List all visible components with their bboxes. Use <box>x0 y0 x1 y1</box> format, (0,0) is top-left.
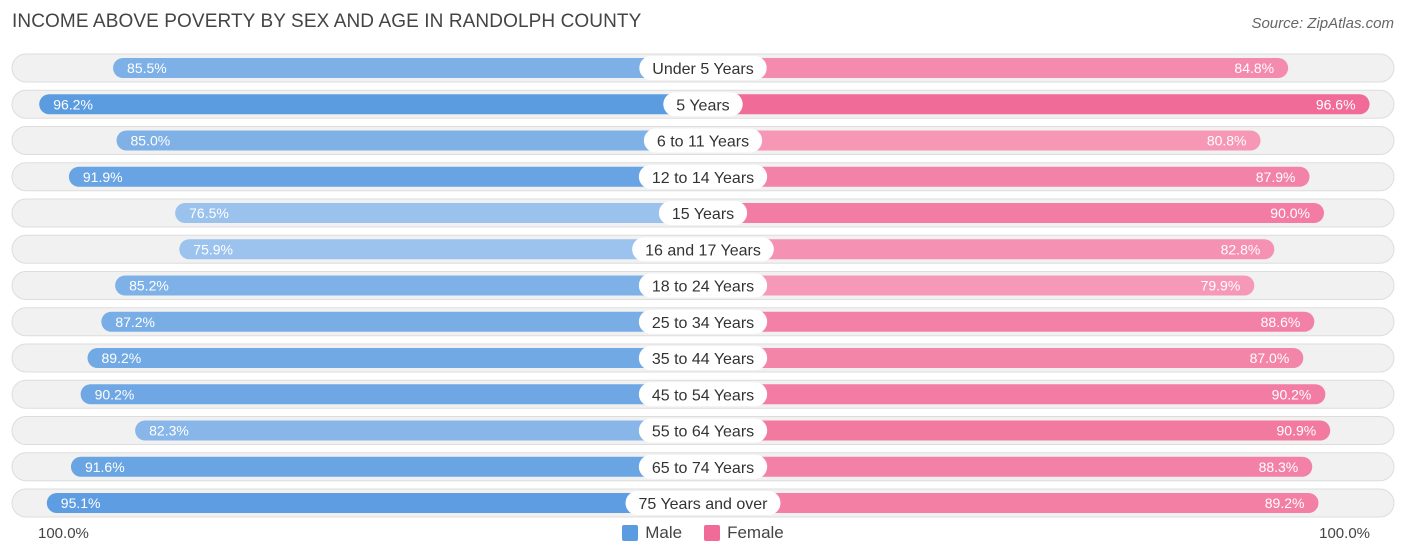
bar-female <box>703 456 1313 477</box>
axis-label-left: 100.0% <box>38 525 89 542</box>
data-label-male: 95.1% <box>61 495 101 511</box>
bar-female <box>703 203 1324 223</box>
category-label-pill <box>638 273 768 298</box>
legend-item-female: Female <box>704 523 784 543</box>
category-label: 15 Years <box>672 206 734 223</box>
data-label-male: 85.2% <box>129 278 169 294</box>
axis-label-right: 100.0% <box>1319 525 1370 542</box>
category-label: 35 to 44 Years <box>652 351 754 368</box>
data-label-male: 89.2% <box>102 350 142 366</box>
data-label-female: 90.2% <box>1272 386 1312 402</box>
category-label-pill <box>632 237 774 262</box>
diverging-bar-chart: 85.5% 84.8% Under 5 Years 96.2% 96.6% 5 Years… <box>11 53 1395 518</box>
bar-female <box>703 311 1315 332</box>
bar-male <box>101 311 703 332</box>
data-label-female: 88.3% <box>1259 459 1299 475</box>
category-label: 18 to 24 Years <box>652 279 754 296</box>
bar-male <box>68 166 703 187</box>
legend-label-female: Female <box>727 523 784 542</box>
category-label: 25 to 34 Years <box>652 315 754 332</box>
bar-female <box>703 275 1255 296</box>
category-label-pill <box>658 201 748 225</box>
data-label-male: 85.0% <box>131 133 171 149</box>
data-label-female: 87.9% <box>1256 169 1296 185</box>
bar-male <box>175 203 703 223</box>
data-label-female: 90.0% <box>1270 205 1310 221</box>
data-label-female: 96.6% <box>1316 96 1356 112</box>
data-label-female: 79.9% <box>1201 278 1241 294</box>
data-label-male: 85.5% <box>127 60 167 76</box>
bar-male <box>39 94 704 115</box>
bar-female <box>703 420 1331 441</box>
bar-female <box>703 130 1261 151</box>
data-label-female: 88.6% <box>1261 314 1301 330</box>
bar-female <box>703 94 1370 115</box>
category-label-pill <box>638 418 768 443</box>
legend-item-male: Male <box>622 523 682 543</box>
legend-label-male: Male <box>645 523 683 542</box>
data-label-male: 90.2% <box>95 386 135 402</box>
bar-male <box>113 58 704 78</box>
category-label: 75 Years and over <box>639 496 769 513</box>
data-label-male: 75.9% <box>193 241 233 257</box>
category-label: 16 and 17 Years <box>645 242 761 259</box>
bar-male <box>179 239 704 260</box>
category-label-pill <box>638 164 768 189</box>
bar-male <box>80 384 704 405</box>
legend-swatch-male <box>622 525 639 541</box>
bar-female <box>703 348 1304 368</box>
bar-female <box>703 166 1310 187</box>
category-label-pill <box>638 346 768 370</box>
data-label-female: 82.8% <box>1221 241 1261 257</box>
category-label-pill <box>639 56 767 80</box>
bar-female <box>703 58 1289 78</box>
legend: Male Female <box>0 523 1406 543</box>
source-attribution: Source: ZipAtlas.com <box>1251 15 1394 32</box>
data-label-female: 80.8% <box>1207 133 1247 149</box>
category-label: 65 to 74 Years <box>652 460 754 477</box>
data-label-male: 76.5% <box>189 205 229 221</box>
category-label-pill <box>663 92 743 117</box>
chart-title: INCOME ABOVE POVERTY BY SEX AND AGE IN R… <box>12 11 642 32</box>
bar-male <box>116 130 703 151</box>
bar-male <box>115 275 704 296</box>
data-label-female: 89.2% <box>1265 495 1305 511</box>
bar-female <box>703 384 1326 405</box>
category-label: 45 to 54 Years <box>652 387 754 404</box>
data-label-male: 91.6% <box>85 459 125 475</box>
bar-female <box>703 493 1319 513</box>
bar-male <box>70 456 703 477</box>
bar-male <box>87 348 703 368</box>
legend-swatch-female <box>704 525 721 541</box>
data-label-male: 87.2% <box>115 314 155 330</box>
category-label-pill <box>638 454 768 479</box>
data-label-male: 96.2% <box>53 96 93 112</box>
category-label: 55 to 64 Years <box>652 424 754 441</box>
data-label-female: 90.9% <box>1277 423 1317 439</box>
category-label-pill <box>643 128 763 153</box>
bar-female <box>703 239 1275 260</box>
category-label-pill <box>625 491 781 515</box>
data-label-male: 91.9% <box>83 169 123 185</box>
category-label: 5 Years <box>676 97 729 114</box>
data-label-female: 87.0% <box>1250 350 1290 366</box>
category-label: 12 to 14 Years <box>652 170 754 187</box>
bar-male <box>46 493 704 513</box>
data-label-male: 82.3% <box>149 423 189 439</box>
category-label-pill <box>638 309 768 334</box>
category-label: Under 5 Years <box>652 61 753 78</box>
bar-male <box>135 420 703 441</box>
category-label: 6 to 11 Years <box>657 134 749 151</box>
category-label-pill <box>638 382 768 407</box>
data-label-female: 84.8% <box>1234 60 1274 76</box>
